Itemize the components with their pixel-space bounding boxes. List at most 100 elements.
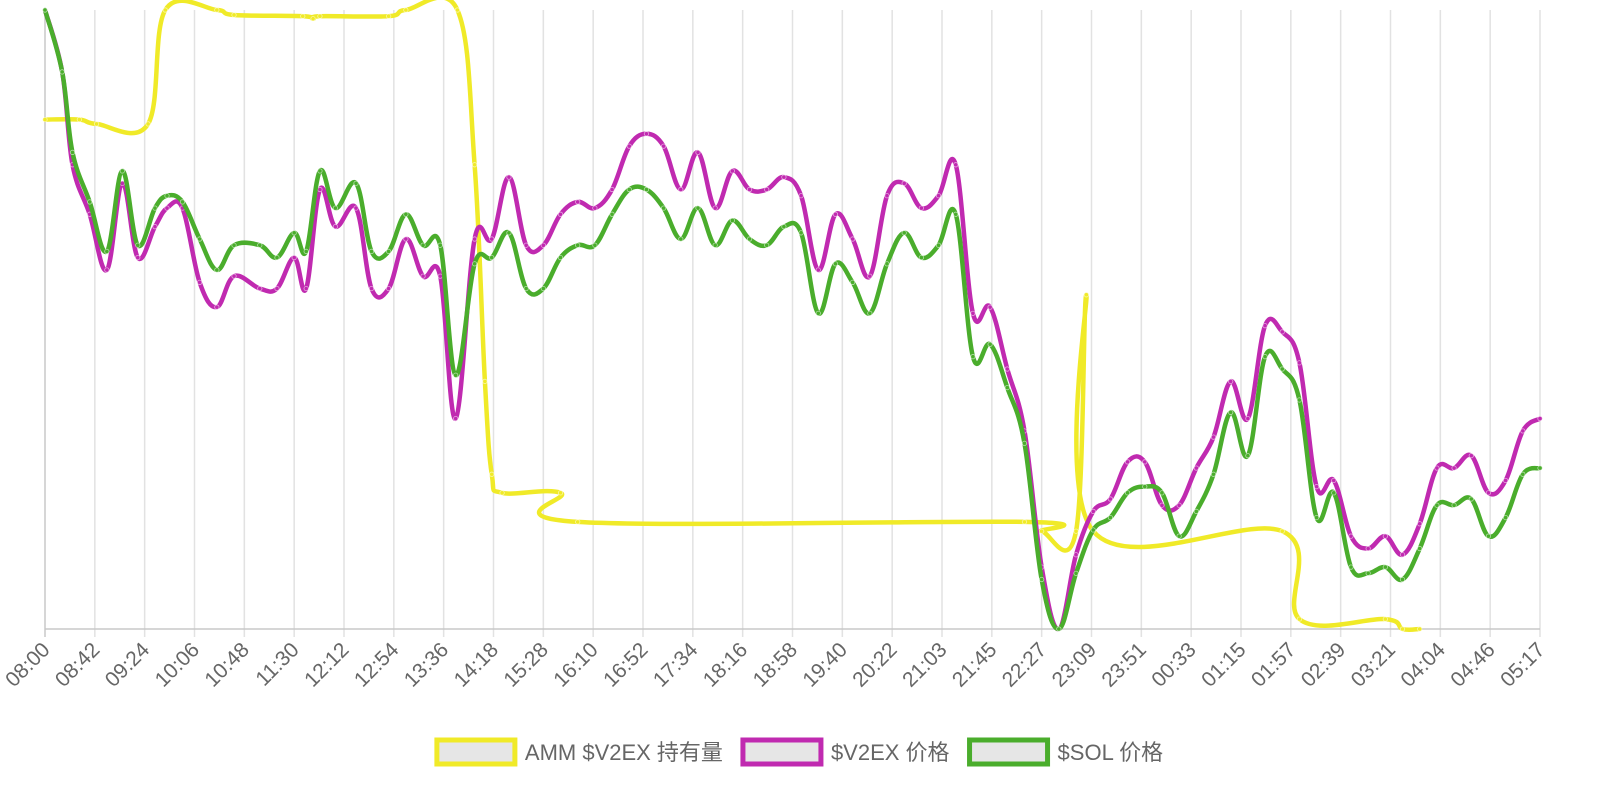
data-point [145,121,151,127]
data-point [231,273,237,279]
x-tick-label: 04:46 [1446,638,1499,691]
data-point [386,285,392,292]
data-point [815,267,821,273]
data-point [332,224,339,230]
data-point [798,230,804,236]
data-point [1348,533,1354,539]
data-point [523,285,529,292]
data-point [1348,564,1354,570]
x-tick-label: 23:51 [1097,638,1150,691]
data-point [781,174,787,180]
legend-label: $V2EX 价格 [831,740,950,765]
x-tick-label: 19:40 [798,638,851,691]
data-point [867,310,873,316]
data-point [901,180,907,186]
data-point [1124,459,1131,465]
data-point [1262,354,1268,360]
x-tick-label: 08:00 [1,638,54,691]
data-point [291,255,297,261]
data-point [1193,508,1199,514]
data-point [59,69,65,75]
data-point [1228,409,1234,415]
data-point [643,131,650,137]
data-point [135,255,141,261]
data-point [1417,545,1423,552]
data-point [781,224,787,230]
data-point [557,255,564,261]
data-point [197,236,203,242]
data-point [798,193,804,199]
data-point [274,285,280,292]
data-point [592,205,598,211]
data-point [317,13,323,19]
data-point [257,285,263,292]
data-point [661,143,667,149]
data-point [712,242,718,248]
data-point [1083,292,1089,298]
data-point [1331,490,1337,496]
data-point [1210,471,1217,477]
data-point [104,267,110,273]
legend-item-1[interactable]: $V2EX 价格 [740,737,950,767]
data-point [678,186,684,193]
data-point [317,186,323,193]
data-point [1107,514,1114,521]
data-point [678,236,684,242]
x-tick-label: 01:15 [1197,638,1250,691]
data-point [729,217,735,224]
data-point [1073,528,1079,534]
data-point [1056,626,1062,632]
data-point [695,149,701,155]
data-point [69,149,76,155]
data-point [1021,519,1028,525]
series-lines [42,0,1543,633]
data-point [403,211,409,217]
x-tick-label: 21:03 [898,638,951,691]
x-tick-label: 22:27 [998,638,1051,691]
data-point [403,236,409,242]
data-point [540,242,546,248]
data-point [1399,552,1406,558]
legend[interactable]: AMM $V2EX 持有量 $V2EX 价格 $SOL 价格 [434,737,1164,767]
data-point [1262,323,1268,329]
data-point [214,7,220,13]
data-point [970,310,976,316]
data-point [1537,415,1543,422]
data-point [1210,434,1217,440]
data-point [867,273,873,279]
data-point [592,242,598,248]
data-point [420,273,426,279]
data-point [310,16,316,22]
x-tick-label: 16:10 [549,638,602,691]
x-tick-label: 10:06 [151,638,204,691]
data-point [1451,502,1457,508]
data-point [540,285,546,292]
x-tick-label: 15:28 [499,638,552,691]
data-point [403,7,409,13]
data-point [1245,415,1251,422]
data-point [386,248,392,255]
data-point [386,13,392,19]
x-axis-tick-labels: 08:0008:4209:2410:0610:4811:3012:1212:54… [1,638,1549,692]
data-point [746,236,753,242]
data-point [214,267,220,273]
legend-item-0[interactable]: AMM $V2EX 持有量 [434,737,723,767]
data-point [197,279,203,285]
data-point [523,242,529,248]
data-point [1142,484,1148,490]
x-tick-label: 09:24 [101,638,155,692]
data-point [1314,484,1320,490]
data-point [1176,533,1182,539]
data-point [353,180,359,186]
data-point [499,490,505,496]
data-point [119,168,125,174]
data-point [303,248,309,255]
data-point [317,168,323,174]
data-point [437,273,443,279]
legend-item-2[interactable]: $SOL 价格 [967,737,1164,767]
data-point [454,7,461,13]
data-point [1090,508,1096,514]
data-point [626,186,632,193]
data-point [1434,465,1440,471]
data-point [557,211,564,217]
